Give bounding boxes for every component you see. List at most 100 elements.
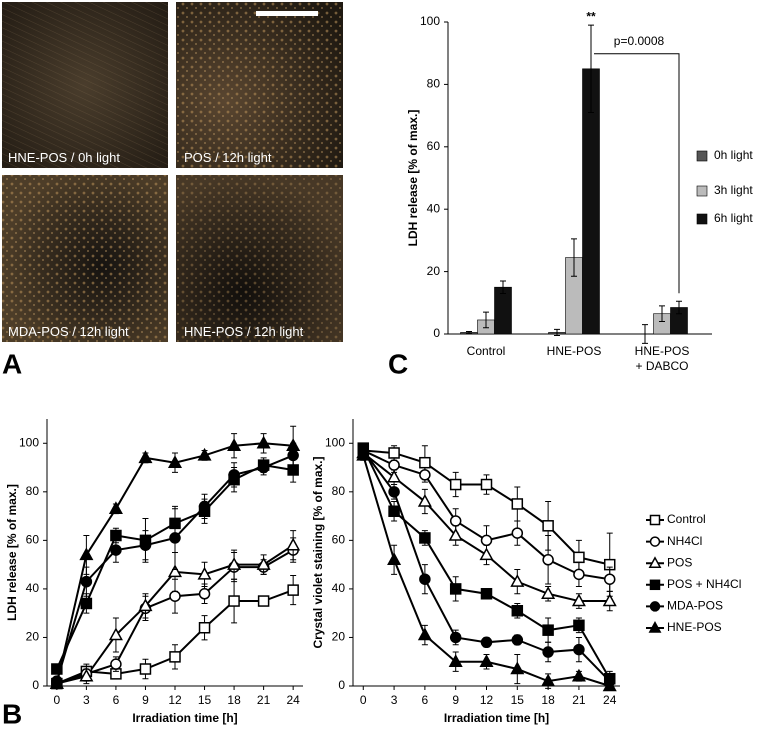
x-tick-label: Control — [467, 344, 506, 358]
y-tick-label: 0 — [433, 326, 440, 340]
y-axis-title: LDH release [% of max.] — [406, 110, 420, 247]
y-tick-label: 20 — [427, 264, 441, 278]
marker — [480, 588, 493, 600]
marker — [510, 574, 525, 587]
marker — [542, 554, 554, 566]
marker — [571, 668, 586, 682]
marker — [511, 605, 524, 617]
marker — [648, 556, 662, 568]
x-tick-label: 18 — [227, 693, 241, 707]
marker — [388, 505, 400, 517]
marker — [449, 583, 462, 595]
y-tick-label: 80 — [332, 484, 346, 498]
y-tick-label: 60 — [26, 533, 40, 547]
marker — [227, 438, 242, 451]
micrograph-label: HNE-POS / 0h light — [8, 150, 120, 165]
x-tick-label: 24 — [286, 693, 300, 707]
marker — [603, 573, 616, 585]
marker — [602, 678, 617, 692]
marker — [571, 593, 586, 607]
marker — [449, 515, 462, 527]
legend-label: POS + NH4Cl — [667, 577, 741, 591]
error-bar — [483, 311, 489, 329]
marker — [110, 544, 122, 556]
micrograph-texture — [2, 2, 168, 168]
x-axis-title: Irradiation time [h] — [444, 711, 549, 725]
marker — [286, 537, 301, 551]
marker — [198, 588, 211, 600]
marker — [257, 595, 270, 607]
marker — [542, 624, 554, 636]
x-tick-label: 3 — [391, 693, 398, 707]
y-tick-label: 20 — [332, 630, 346, 644]
marker — [388, 447, 400, 459]
marker — [480, 534, 493, 547]
marker — [419, 456, 431, 469]
marker — [80, 575, 93, 588]
micrograph-label: POS / 12h light — [184, 150, 272, 165]
marker — [419, 532, 431, 544]
y-tick-label: 100 — [19, 435, 39, 449]
y-tick-label: 60 — [332, 533, 346, 547]
x-tick-label: 24 — [603, 693, 617, 707]
marker — [542, 646, 554, 658]
marker — [417, 627, 432, 641]
legend-swatch — [696, 213, 708, 225]
marker — [197, 447, 212, 461]
marker — [649, 579, 661, 591]
legend-label: POS — [667, 555, 692, 569]
marker — [257, 461, 270, 474]
marker — [419, 573, 431, 585]
marker — [139, 539, 152, 551]
x-tick-label: 21 — [257, 693, 271, 707]
marker — [169, 532, 181, 544]
y-tick-label: 40 — [26, 581, 40, 595]
marker — [256, 557, 271, 570]
x-tick-label: 15 — [198, 693, 212, 707]
error-bar — [659, 305, 665, 323]
x-tick-label: 6 — [113, 693, 120, 707]
marker — [198, 500, 211, 513]
x-tick-label: 0 — [360, 693, 367, 707]
marker — [511, 527, 524, 539]
marker — [256, 435, 271, 449]
x-tick-label: 9 — [142, 693, 149, 707]
marker — [169, 590, 181, 602]
marker — [110, 658, 122, 670]
marker — [511, 634, 524, 646]
micrographs: HNE-POS / 0h light POS / 12h light MDA-P… — [2, 2, 343, 342]
marker — [541, 673, 556, 687]
marker — [541, 586, 556, 600]
marker — [417, 493, 432, 507]
panel-label: A — [2, 348, 22, 379]
marker — [649, 514, 661, 526]
marker — [649, 536, 661, 547]
micrograph-label: MDA-POS / 12h light — [8, 324, 129, 339]
marker — [79, 547, 94, 561]
marker — [197, 566, 212, 580]
marker — [79, 668, 94, 682]
error-bar — [642, 324, 648, 344]
marker — [448, 654, 463, 667]
marker — [51, 663, 63, 675]
x-tick-label: 21 — [572, 693, 586, 707]
x-tick-label: 18 — [541, 693, 555, 707]
x-tick-label: 6 — [422, 693, 429, 707]
scale-bar — [256, 11, 318, 16]
marker — [80, 597, 93, 610]
marker — [228, 595, 240, 607]
x-axis-title: Irradiation time [h] — [132, 711, 237, 725]
x-tick-label: 12 — [168, 693, 182, 707]
marker — [387, 469, 402, 483]
marker — [167, 455, 183, 468]
marker — [602, 593, 617, 607]
marker — [542, 520, 554, 532]
x-tick-label: 15 — [511, 693, 525, 707]
x-tick-label: 3 — [83, 693, 90, 707]
y-tick-label: 100 — [420, 14, 440, 28]
marker — [479, 547, 494, 561]
bracket — [594, 53, 680, 294]
marker — [419, 469, 431, 481]
marker — [449, 631, 462, 644]
